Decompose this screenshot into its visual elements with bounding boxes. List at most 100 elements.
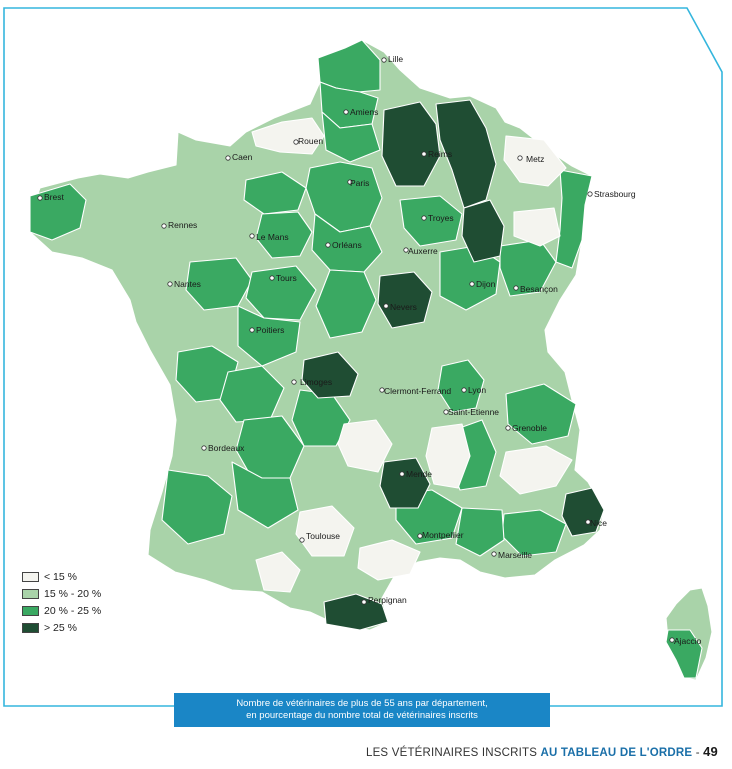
svg-text:Auxerre: Auxerre (408, 246, 438, 256)
svg-text:Metz: Metz (526, 154, 544, 164)
dept-moselle (503, 135, 567, 187)
svg-text:Montpellier: Montpellier (422, 530, 464, 540)
svg-text:Caen: Caen (232, 152, 253, 162)
svg-text:Strasbourg: Strasbourg (594, 189, 636, 199)
legend-swatch (22, 622, 39, 633)
city-rennes: Rennes (161, 220, 197, 230)
france-map (29, 39, 713, 681)
city-lyon: Lyon (461, 385, 486, 395)
legend-swatch (22, 588, 39, 599)
dept-lozere (379, 457, 431, 509)
city-dijon: Dijon (469, 279, 496, 289)
svg-text:Nevers: Nevers (390, 302, 417, 312)
dept-orne (243, 171, 307, 215)
city-bordeaux: Bordeaux (201, 443, 245, 453)
city-nice: Nice (585, 518, 607, 528)
svg-text:Troyes: Troyes (428, 213, 454, 223)
svg-text:Toulouse: Toulouse (306, 531, 340, 541)
svg-text:Lille: Lille (388, 54, 403, 64)
corsica-south (665, 629, 703, 679)
city-ajaccio: Ajaccio (669, 636, 702, 646)
dept-landes (161, 469, 233, 545)
city-limoges: Limoges (291, 377, 332, 387)
dept-aude (357, 539, 421, 581)
legend-swatch (22, 605, 39, 616)
map-legend: < 15 % 15 % - 20 % 20 % - 25 % > 25 % (22, 568, 101, 636)
legend-swatch (22, 571, 39, 582)
svg-text:Marseille: Marseille (498, 550, 532, 560)
dept-tarn-garonne (295, 505, 355, 557)
svg-text:Brest: Brest (44, 192, 64, 202)
city-amiens: Amiens (343, 107, 378, 117)
city-caen: Caen (225, 152, 253, 162)
svg-text:Lyon: Lyon (468, 385, 486, 395)
page-footer: LES VÉTÉRINAIRES INSCRITS AU TABLEAU DE … (366, 744, 718, 759)
dept-bouches-rhone (455, 507, 505, 557)
dept-ardennes-meuse (435, 99, 497, 209)
dept-haute-marne (461, 199, 505, 263)
dept-finistere (29, 183, 87, 241)
city-strasbourg: Strasbourg (587, 189, 636, 199)
svg-text:Besançon: Besançon (520, 284, 558, 294)
city-clermont-ferrand: Clermont-Ferrand (379, 386, 451, 396)
svg-text:Mende: Mende (406, 469, 432, 479)
dept-nievre (377, 271, 433, 329)
city-mende: Mende (399, 469, 432, 479)
svg-text:Nantes: Nantes (174, 279, 201, 289)
city-paris: Paris (347, 178, 369, 188)
svg-text:Limoges: Limoges (300, 377, 332, 387)
svg-text:Poitiers: Poitiers (256, 325, 284, 335)
map-caption: Nombre de vétérinaires de plus de 55 ans… (174, 693, 550, 727)
svg-text:Orléans: Orléans (332, 240, 362, 250)
footer-prefix: LES VÉTÉRINAIRES INSCRITS (365, 747, 538, 759)
dept-aube (399, 195, 463, 247)
svg-text:Grenoble: Grenoble (512, 423, 547, 433)
frame-border (3, 7, 723, 707)
city-metz: Metz (517, 154, 544, 164)
caption-line-2: en pourcentage du nombre total de vétéri… (246, 710, 478, 721)
city-le-mans: Le Mans (249, 232, 289, 242)
footer-bold: AU TABLEAU DE L'ORDRE (540, 747, 693, 759)
dept-isere (505, 383, 577, 445)
city-auxerre: Auxerre (403, 246, 438, 256)
city-markers: Lille Amiens Rouen Reims Metz Caen Paris… (37, 54, 702, 646)
dept-haute-vienne (301, 351, 359, 399)
svg-text:Saint-Etienne: Saint-Etienne (448, 407, 499, 417)
svg-text:Nice: Nice (590, 518, 607, 528)
svg-text:Tours: Tours (276, 273, 297, 283)
city-rouen: Rouen (293, 136, 323, 146)
dept-gers (255, 551, 301, 593)
city-grenoble: Grenoble (505, 423, 547, 433)
city-saint-etienne: Saint-Etienne (443, 407, 499, 417)
svg-text:Amiens: Amiens (350, 107, 378, 117)
dept-haute-loire (425, 423, 471, 489)
dept-hautes-alpes (499, 445, 573, 495)
dept-indre-loire (245, 265, 317, 321)
caption-line-1: Nombre de vétérinaires de plus de 55 ans… (236, 698, 488, 709)
svg-text:Bordeaux: Bordeaux (208, 443, 245, 453)
dept-vienne (237, 305, 301, 367)
city-tours: Tours (269, 273, 297, 283)
svg-text:Paris: Paris (350, 178, 369, 188)
page-number: 49 (703, 744, 718, 759)
city-lille: Lille (381, 54, 403, 64)
city-toulouse: Toulouse (299, 531, 340, 543)
footer-dash: - (695, 747, 700, 759)
city-brest: Brest (37, 192, 64, 202)
city-poitiers: Poitiers (249, 325, 284, 335)
dept-pyrenees-orientales (323, 593, 389, 631)
legend-label: < 15 % (44, 570, 77, 583)
dept-alpes-maritimes (561, 487, 605, 537)
city-nevers: Nevers (383, 302, 417, 312)
legend-label: > 25 % (44, 621, 77, 634)
dept-lot (231, 461, 299, 529)
svg-text:Rennes: Rennes (168, 220, 197, 230)
dept-marne (381, 101, 441, 187)
svg-text:Rouen: Rouen (298, 136, 323, 146)
legend-label: 15 % - 20 % (44, 587, 102, 600)
dept-cher (315, 269, 377, 339)
city-nantes: Nantes (167, 279, 201, 289)
legend-item-lt15: < 15 % (22, 568, 101, 585)
city-reims: Reims (421, 149, 452, 159)
dept-cantal (337, 419, 393, 473)
